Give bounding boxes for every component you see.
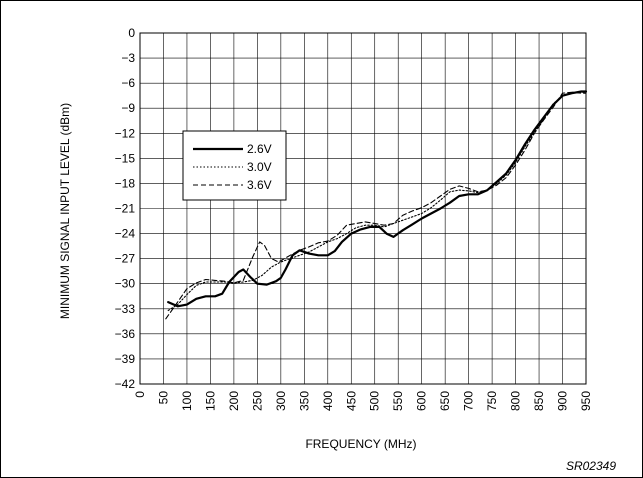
x-tick-label: 300 xyxy=(274,391,288,411)
x-tick-label: 650 xyxy=(438,391,452,411)
x-tick-label: 50 xyxy=(156,391,170,405)
y-tick-label: −24 xyxy=(115,227,136,241)
x-tick-label: 600 xyxy=(415,391,429,411)
series-line-3.6V xyxy=(165,91,587,320)
x-tick-label: 900 xyxy=(556,391,570,411)
y-tick-label: −36 xyxy=(115,327,136,341)
series-line-3.0V xyxy=(167,91,587,312)
y-tick-label: −42 xyxy=(115,377,136,391)
x-axis-label: FREQUENCY (MHz) xyxy=(305,437,416,451)
x-tick-label: 700 xyxy=(462,391,476,411)
x-tick-label: 200 xyxy=(227,391,241,411)
x-tick-label: 250 xyxy=(250,391,264,411)
legend-label: 3.0V xyxy=(247,160,272,174)
x-tick-label: 800 xyxy=(509,391,523,411)
x-tick-label: 750 xyxy=(485,391,499,411)
figure-id: SR02349 xyxy=(566,459,616,473)
x-tick-label: 500 xyxy=(368,391,382,411)
y-tick-label: −39 xyxy=(115,352,136,366)
x-axis-tick-labels: 0 50 100 150 200 250 300 350 400 450 500 550 600 650 7… xyxy=(133,391,593,411)
y-tick-label: 0 xyxy=(128,26,135,40)
series-lines xyxy=(165,90,588,320)
y-tick-label: −21 xyxy=(115,202,136,216)
y-tick-label: −33 xyxy=(115,302,136,316)
legend-box xyxy=(182,130,287,201)
y-tick-label: −6 xyxy=(121,76,135,90)
x-tick-label: 350 xyxy=(297,391,311,411)
series-line-2.6V xyxy=(167,90,588,308)
y-tick-label: −15 xyxy=(115,151,136,165)
x-tick-label: 550 xyxy=(391,391,405,411)
y-tick-label: −30 xyxy=(115,277,136,291)
y-axis-tick-labels: 0 −3 −6 −9 −12 −15 −18 −21 −24 −27 −30 −33 −36 −39 −42 xyxy=(115,26,136,391)
x-tick-label: 400 xyxy=(321,391,335,411)
y-tick-label: −9 xyxy=(121,101,135,115)
y-tick-label: −27 xyxy=(115,252,136,266)
x-tick-label: 850 xyxy=(532,391,546,411)
x-tick-label: 450 xyxy=(344,391,358,411)
legend-label: 3.6V xyxy=(247,178,272,192)
legend: 2.6V 3.0V 3.6V xyxy=(182,130,287,201)
legend-label: 2.6V xyxy=(247,142,272,156)
x-tick-label: 0 xyxy=(133,391,147,398)
y-tick-label: −12 xyxy=(115,126,136,140)
y-tick-label: −3 xyxy=(121,51,135,65)
y-tick-label: −18 xyxy=(115,176,136,190)
x-tick-label: 100 xyxy=(180,391,194,411)
x-tick-label: 150 xyxy=(203,391,217,411)
y-axis-label: MINIMUM SIGNAL INPUT LEVEL (dBm) xyxy=(58,103,72,319)
x-tick-label: 950 xyxy=(579,391,593,411)
grid-lines xyxy=(139,32,587,385)
plot-area-border xyxy=(139,32,587,385)
